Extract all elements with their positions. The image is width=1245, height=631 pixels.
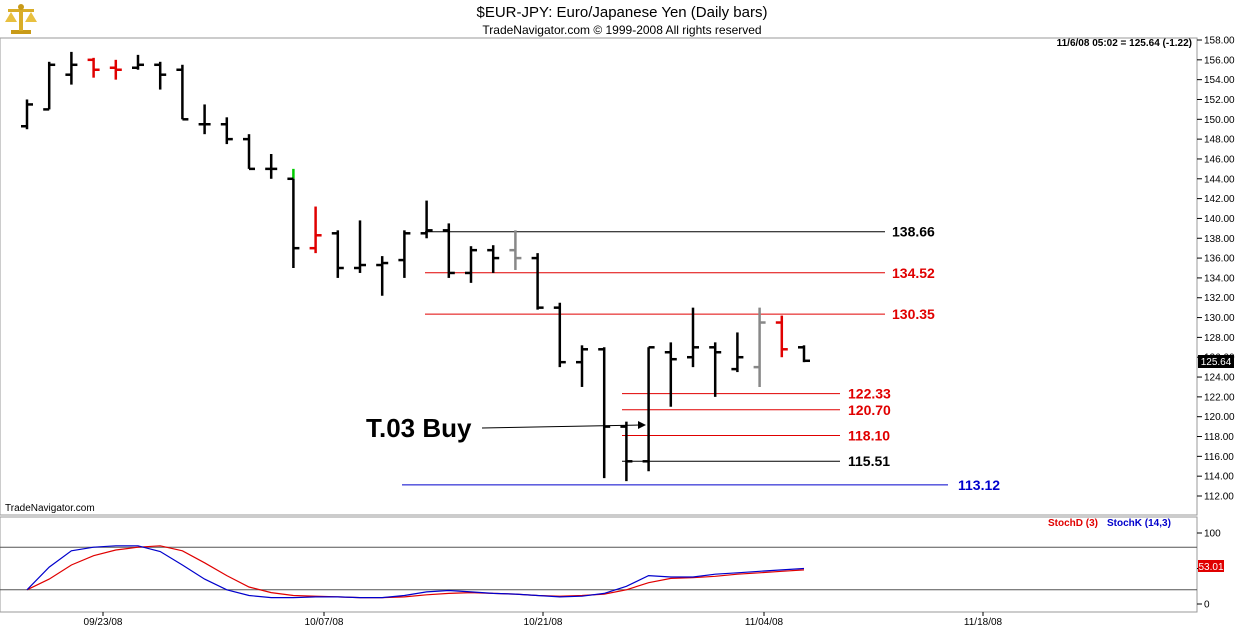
ohlc-bar (664, 342, 677, 407)
level-label: 134.52 (892, 265, 935, 281)
price-tick-label: 114.00 (1204, 472, 1234, 483)
ohlc-bar (65, 51, 78, 85)
stoch-lines (0, 545, 1197, 599)
price-tick-label: 136.00 (1204, 254, 1235, 265)
ohlc-bar (798, 345, 810, 363)
stoch-last-label: 53.01 (1198, 562, 1223, 573)
stochd-legend: StochD (3) (1048, 518, 1098, 529)
ohlc-bar (442, 223, 455, 278)
price-tick-label: 142.00 (1204, 194, 1235, 205)
price-tick-label: 122.00 (1204, 392, 1235, 403)
buy-annotation-arrow (481, 424, 641, 429)
ohlc-bar (687, 307, 699, 368)
price-axis: 158.00 156.00 154.00 152.00 150.00 148.00 146.… (1197, 36, 1235, 503)
price-tick-label: 158.00 (1204, 36, 1235, 47)
ohlc-bar (220, 117, 233, 145)
stoch-tick-label: 100 (1204, 529, 1221, 540)
ohlc-bar (87, 57, 100, 78)
ohlc-bar (465, 246, 477, 283)
price-tick-label: 118.00 (1204, 432, 1234, 443)
ohlc-bar (287, 168, 300, 268)
copyright-subtitle: TradeNavigator.com © 1999-2008 All right… (482, 23, 761, 37)
buy-annotation-text: T.03 Buy (366, 413, 472, 443)
price-panel-frame (0, 37, 1198, 516)
stoch-series-line (26, 545, 805, 599)
ohlc-bar (132, 54, 144, 70)
ohlc-bar (331, 230, 344, 278)
ohlc-bar (154, 61, 167, 90)
ohlc-bar (198, 104, 211, 135)
level-label: 113.12 (958, 477, 1000, 493)
last-price-label: 125.64 (1201, 357, 1232, 368)
level-label: 130.35 (892, 306, 935, 322)
ohlc-bar (598, 347, 611, 479)
ohlc-bar (109, 59, 122, 80)
ohlc-bar (576, 345, 588, 387)
date-tick-label: 10/21/08 (524, 617, 563, 628)
price-tick-label: 134.00 (1204, 273, 1235, 284)
price-tick-label: 156.00 (1204, 55, 1235, 66)
ohlc-bar (620, 421, 633, 482)
stoch-last-marker: 53.01 (1198, 560, 1224, 573)
stochk-legend: StochK (14,3) (1107, 518, 1171, 529)
gold-balance-scale-icon (5, 4, 37, 34)
quote-readout: 11/6/08 05:02 = 125.64 (-1.22) (1057, 38, 1192, 49)
price-tick-label: 120.00 (1204, 412, 1235, 423)
price-tick-label: 112.00 (1204, 492, 1234, 503)
price-tick-label: 150.00 (1204, 115, 1235, 126)
level-label: 115.51 (848, 453, 890, 469)
stoch-tick-label: 0 (1204, 600, 1210, 611)
ohlc-bar (398, 230, 411, 278)
watermark: TradeNavigator.com (5, 503, 95, 514)
price-tick-label: 130.00 (1204, 313, 1235, 324)
ohlc-bar (775, 315, 788, 358)
ohlc-bar (176, 64, 189, 121)
level-label: 120.70 (848, 402, 891, 418)
stoch-series-line (26, 545, 805, 599)
arrow-head-icon (638, 421, 646, 429)
ohlc-bar (243, 134, 255, 171)
price-tick-label: 148.00 (1204, 135, 1235, 146)
ohlc-bar (531, 253, 544, 310)
ohlc-bar (265, 154, 278, 179)
date-tick-label: 11/18/08 (964, 617, 1003, 628)
ohlc-bar (642, 346, 655, 472)
ohlc-bar (309, 206, 322, 254)
ohlc-bar (376, 256, 389, 296)
price-tick-label: 128.00 (1204, 333, 1235, 344)
price-tick-label: 154.00 (1204, 75, 1235, 86)
price-tick-label: 132.00 (1204, 293, 1235, 304)
ohlc-bar (753, 307, 766, 387)
ohlc-bar (731, 332, 744, 373)
last-price-marker: 125.64 (1198, 355, 1234, 368)
date-tick-label: 10/07/08 (305, 617, 344, 628)
chart-title: $EUR-JPY: Euro/Japanese Yen (Daily bars) (477, 4, 768, 21)
level-label: 138.66 (892, 224, 935, 240)
date-axis: 09/23/08 10/07/08 10/21/08 11/04/08 11/18/08 (84, 612, 1003, 628)
buy-annotation: T.03 Buy (366, 413, 646, 443)
price-bars (21, 51, 810, 482)
price-tick-label: 144.00 (1204, 174, 1235, 185)
ohlc-bar (354, 220, 366, 273)
price-tick-label: 116.00 (1204, 452, 1234, 463)
price-tick-label: 146.00 (1204, 154, 1235, 165)
ohlc-bar (21, 99, 33, 130)
price-tick-label: 152.00 (1204, 95, 1235, 106)
ohlc-bar (709, 342, 722, 397)
date-tick-label: 11/04/08 (745, 617, 784, 628)
price-tick-label: 124.00 (1204, 373, 1235, 384)
level-label: 122.33 (848, 386, 891, 402)
level-label: 118.10 (848, 428, 890, 444)
price-tick-label: 140.00 (1204, 214, 1235, 225)
price-tick-label: 138.00 (1204, 234, 1235, 245)
date-tick-label: 09/23/08 (84, 617, 123, 628)
ohlc-bar (509, 230, 522, 270)
ohlc-bar (420, 200, 433, 239)
ohlc-bar (487, 245, 500, 273)
ohlc-bar (43, 61, 56, 111)
ohlc-bar (553, 302, 566, 368)
